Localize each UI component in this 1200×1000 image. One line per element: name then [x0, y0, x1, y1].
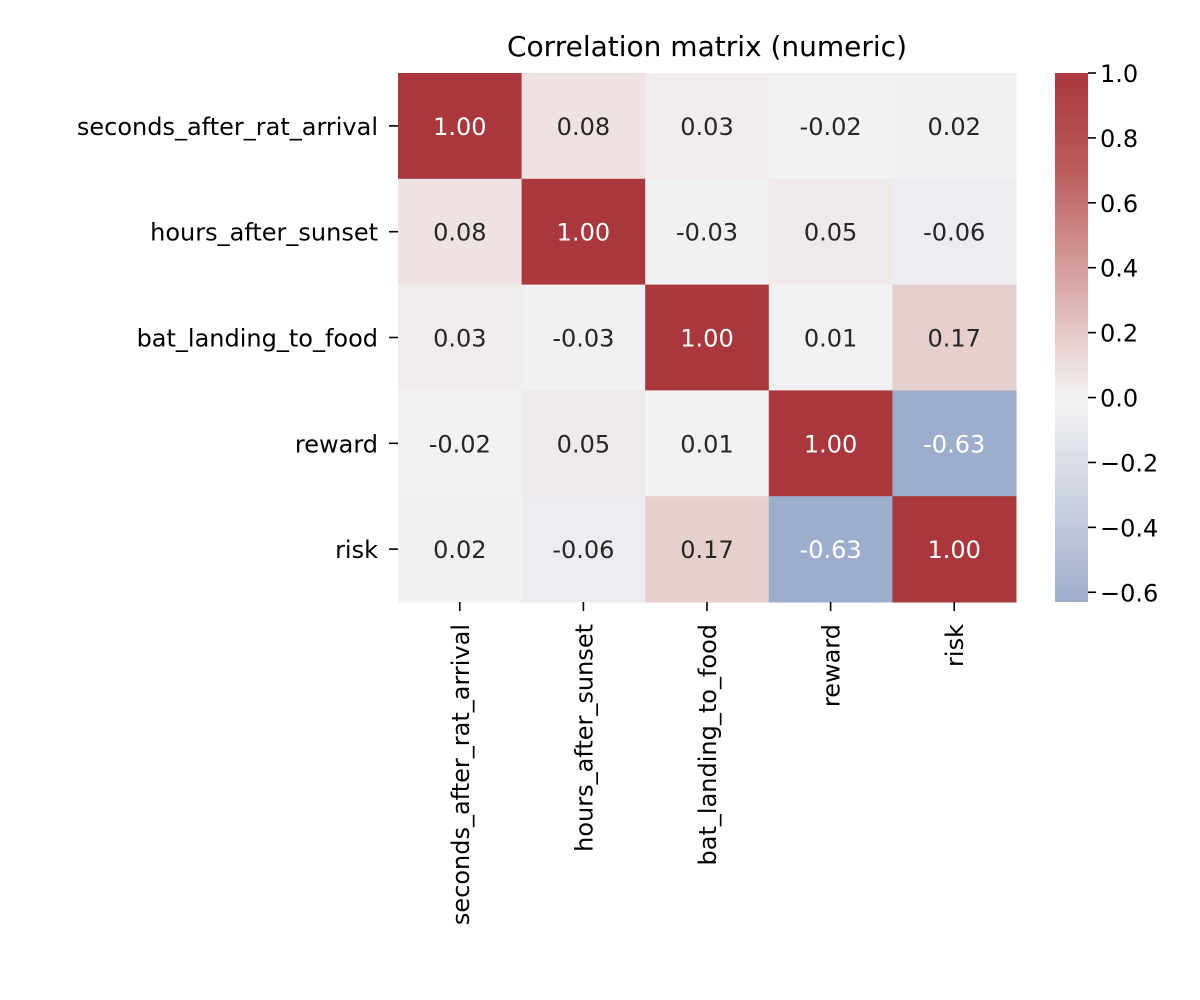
colorbar-tick-label: −0.2: [1100, 449, 1158, 477]
x-tick-label: bat_landing_to_food: [694, 624, 722, 865]
cell-value-label: -0.03: [676, 219, 738, 247]
heatmap-cell: [521, 284, 646, 391]
heatmap-cell: [768, 73, 893, 180]
y-axis: seconds_after_rat_arrival hours_after_sun…: [77, 113, 398, 564]
heatmap-cell: [645, 284, 770, 391]
heatmap-cell: [892, 73, 1017, 180]
cell-value-label: -0.63: [800, 536, 862, 564]
heatmap-cell: [645, 496, 770, 603]
colorbar-tick-label: 0.8: [1100, 125, 1138, 153]
colorbar-tick-label: 0.0: [1100, 385, 1138, 413]
chart-title: Correlation matrix (numeric): [507, 30, 907, 63]
cell-value-label: 1.00: [433, 113, 486, 141]
cell-value-label: 1.00: [804, 430, 857, 458]
heatmap-cell: [892, 284, 1017, 391]
heatmap-cell: [645, 390, 770, 497]
x-tick-label: reward: [818, 624, 846, 707]
heatmap-cell: [768, 284, 893, 391]
x-axis: seconds_after_rat_arrival hours_after_sun…: [447, 602, 969, 925]
heatmap-cell: [768, 178, 893, 286]
cell-value-label: 1.00: [557, 219, 610, 247]
heatmap-cell: [645, 178, 770, 286]
cell-value-label: -0.63: [923, 430, 985, 458]
colorbar-tick-label: −0.6: [1100, 579, 1158, 607]
heatmap-cells: 1.00 0.08 0.03 -0.02 0.02 0.08 1.00 -0.03 0.05 -0…: [398, 73, 1017, 603]
y-tick-label: bat_landing_to_food: [137, 325, 378, 353]
cell-value-label: 0.03: [433, 325, 486, 353]
cell-value-label: -0.06: [552, 536, 614, 564]
cell-value-label: 0.03: [680, 113, 733, 141]
heatmap-cell: [521, 496, 646, 603]
heatmap-cell: [398, 496, 523, 603]
colorbar: 1.0 0.8 0.6 0.4 0.2 0.0 −0.2 −0.4 −0.6: [1055, 60, 1158, 607]
cell-value-label: 1.00: [680, 325, 733, 353]
heatmap-cell: [398, 73, 523, 180]
cell-value-label: 0.02: [433, 536, 486, 564]
x-tick-label: risk: [941, 624, 969, 667]
colorbar-tick-label: 0.2: [1100, 320, 1138, 348]
y-tick-label: risk: [335, 536, 378, 564]
cell-value-label: 1.00: [927, 536, 980, 564]
colorbar-gradient: [1055, 73, 1088, 602]
cell-value-label: -0.02: [429, 430, 491, 458]
cell-value-label: 0.02: [927, 113, 980, 141]
cell-value-label: 0.17: [927, 325, 980, 353]
y-tick-label: reward: [295, 430, 378, 458]
heatmap-cell: [768, 496, 893, 603]
colorbar-tick-label: 0.6: [1100, 190, 1138, 218]
cell-value-label: 0.08: [557, 113, 610, 141]
heatmap-cell: [521, 390, 646, 497]
colorbar-tick-label: −0.4: [1100, 514, 1158, 542]
colorbar-tick-label: 0.4: [1100, 255, 1138, 283]
cell-value-label: 0.01: [680, 430, 733, 458]
y-tick-label: seconds_after_rat_arrival: [77, 113, 378, 141]
cell-value-label: -0.02: [800, 113, 862, 141]
heatmap-cell: [645, 73, 770, 180]
heatmap-cell: [398, 390, 523, 497]
cell-value-label: 0.17: [680, 536, 733, 564]
heatmap-cell: [768, 390, 893, 497]
cell-value-label: -0.03: [552, 325, 614, 353]
heatmap-cell: [398, 284, 523, 391]
cell-value-label: 0.05: [557, 430, 610, 458]
heatmap-cell: [398, 178, 523, 286]
cell-value-label: -0.06: [923, 219, 985, 247]
heatmap-cell: [521, 73, 646, 180]
y-tick-label: hours_after_sunset: [150, 219, 378, 247]
heatmap-cell: [892, 496, 1017, 603]
x-tick-label: seconds_after_rat_arrival: [447, 624, 475, 925]
cell-value-label: 0.08: [433, 219, 486, 247]
heatmap-cell: [521, 178, 646, 286]
heatmap-cell: [892, 390, 1017, 497]
cell-value-label: 0.01: [804, 325, 857, 353]
heatmap-cell: [892, 178, 1017, 286]
cell-value-label: 0.05: [804, 219, 857, 247]
colorbar-tick-label: 1.0: [1100, 60, 1138, 88]
x-tick-label: hours_after_sunset: [570, 624, 598, 852]
